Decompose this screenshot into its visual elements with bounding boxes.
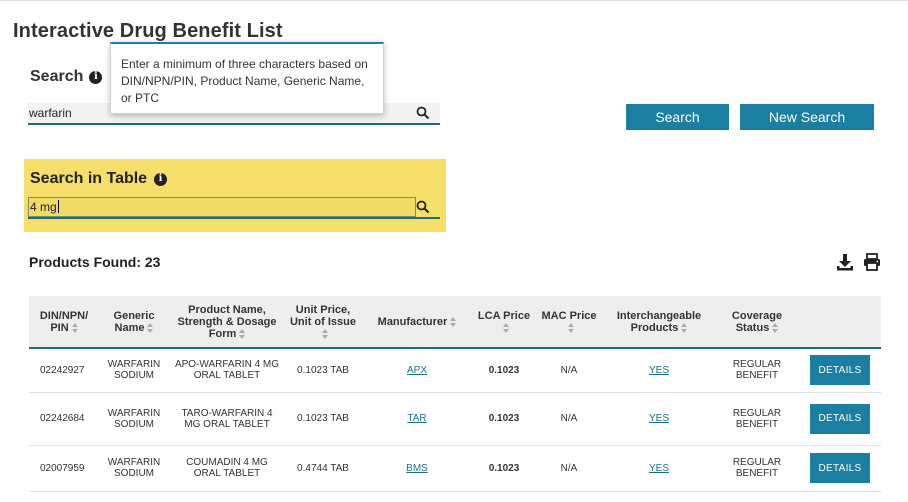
print-icon[interactable]: [863, 253, 881, 271]
column-header-coverage-status[interactable]: Coverage Status: [715, 296, 799, 349]
cell-generic-name: WARFARIN SODIUM: [99, 392, 169, 446]
column-header-unit-price[interactable]: Unit Price, Unit of Issue: [285, 296, 361, 349]
search-button[interactable]: Search: [626, 104, 729, 130]
table-search-heading: Search in Table i: [30, 170, 168, 188]
cell-lca-price: 0.1023: [473, 445, 535, 492]
cell-unit-price: 0.1023 TAB: [285, 392, 361, 446]
interchangeable-link[interactable]: YES: [648, 364, 669, 376]
cell-interchangeable: YES: [603, 392, 715, 446]
cell-interchangeable: YES: [603, 445, 715, 492]
sort-icon[interactable]: [567, 322, 574, 333]
interchangeable-link[interactable]: YES: [648, 462, 669, 474]
cell-mac-price: N/A: [535, 348, 603, 393]
sort-icon[interactable]: [239, 328, 246, 339]
table-search-input[interactable]: 4 mg: [28, 197, 416, 217]
manufacturer-link[interactable]: TAR: [407, 413, 427, 424]
column-header-manufacturer[interactable]: Manufacturer: [361, 296, 473, 349]
cell-actions: DETAILS: [799, 392, 881, 446]
cell-manufacturer: TAR: [361, 392, 473, 446]
cell-coverage-status: REGULAR BENEFIT: [715, 348, 799, 393]
details-button[interactable]: DETAILS: [810, 453, 870, 483]
column-header-interchangeable[interactable]: Interchangeable Products: [603, 296, 715, 349]
cell-din: 02007959: [29, 445, 99, 492]
cell-lca-price: 0.1023: [473, 392, 535, 446]
cell-actions: DETAILS: [799, 348, 881, 393]
cell-manufacturer: BMS: [361, 445, 473, 492]
sort-icon[interactable]: [450, 316, 457, 327]
sort-icon[interactable]: [321, 328, 328, 339]
search-heading-label: Search: [30, 68, 84, 85]
cell-din: 02242927: [29, 348, 99, 393]
cell-coverage-status: REGULAR BENEFIT: [715, 392, 799, 446]
cell-unit-price: 0.4744 TAB: [285, 445, 361, 492]
cell-lca-price: 0.1023: [473, 348, 535, 393]
table-search-heading-label: Search in Table: [30, 170, 148, 187]
table-header-row: DIN/NPN/ PIN Generic Name Product Name, …: [29, 296, 881, 349]
manufacturer-link[interactable]: APX: [406, 364, 427, 376]
cell-generic-name: WARFARIN SODIUM: [99, 445, 169, 492]
cell-actions: DETAILS: [799, 445, 881, 492]
column-header-actions: [799, 296, 881, 349]
details-button[interactable]: DETAILS: [810, 403, 870, 434]
cell-generic-name: WARFARIN SODIUM: [99, 348, 169, 393]
cell-product-name: APO-WARFARIN 4 MG ORAL TABLET: [169, 348, 285, 393]
manufacturer-link[interactable]: BMS: [406, 462, 428, 474]
details-button[interactable]: DETAILS: [810, 355, 870, 386]
column-header-mac-price[interactable]: MAC Price: [535, 296, 603, 349]
sort-icon[interactable]: [502, 322, 509, 333]
table-search-value: 4 mg: [30, 200, 57, 214]
cell-interchangeable: YES: [603, 348, 715, 393]
search-tooltip: Enter a minimum of three characters base…: [110, 42, 384, 114]
table-row: 02007959 WARFARIN SODIUM COUMADIN 4 MG O…: [29, 445, 881, 492]
cell-din: 02242684: [29, 392, 99, 446]
sort-icon[interactable]: [772, 322, 779, 333]
cell-mac-price: N/A: [535, 445, 603, 492]
table-search-field: 4 mg: [28, 197, 440, 219]
cell-manufacturer: APX: [361, 348, 473, 393]
column-header-din[interactable]: DIN/NPN/ PIN: [29, 296, 99, 349]
cell-mac-price: N/A: [535, 392, 603, 446]
info-icon[interactable]: i: [154, 172, 168, 186]
cell-product-name: COUMADIN 4 MG ORAL TABLET: [169, 445, 285, 492]
interchangeable-link[interactable]: YES: [648, 413, 669, 424]
search-icon[interactable]: [416, 106, 430, 120]
sort-icon[interactable]: [147, 322, 154, 333]
cell-product-name: TARO-WARFARIN 4 MG ORAL TABLET: [169, 392, 285, 446]
table-row: 02242927 WARFARIN SODIUM APO-WARFARIN 4 …: [29, 348, 881, 393]
column-header-lca-price[interactable]: LCA Price: [473, 296, 535, 349]
column-header-generic-name[interactable]: Generic Name: [99, 296, 169, 349]
text-cursor: [57, 200, 59, 213]
search-icon[interactable]: [416, 200, 430, 214]
new-search-button[interactable]: New Search: [740, 104, 874, 130]
cell-coverage-status: REGULAR BENEFIT: [715, 445, 799, 492]
table-row: 02242684 WARFARIN SODIUM TARO-WARFARIN 4…: [29, 392, 881, 446]
cell-unit-price: 0.1023 TAB: [285, 348, 361, 393]
sort-icon[interactable]: [681, 322, 688, 333]
search-heading: Search i: [30, 68, 103, 86]
drug-results-table: DIN/NPN/ PIN Generic Name Product Name, …: [29, 296, 881, 492]
sort-icon[interactable]: [71, 322, 78, 333]
products-found-count: Products Found: 23: [29, 254, 161, 270]
page-title: Interactive Drug Benefit List: [13, 20, 283, 42]
info-icon[interactable]: i: [89, 70, 103, 84]
column-header-product-name[interactable]: Product Name, Strength & Dosage Form: [169, 296, 285, 349]
table-search-panel: Search in Table i 4 mg: [24, 159, 446, 232]
download-icon[interactable]: [836, 253, 854, 271]
top-divider: [0, 0, 908, 1]
